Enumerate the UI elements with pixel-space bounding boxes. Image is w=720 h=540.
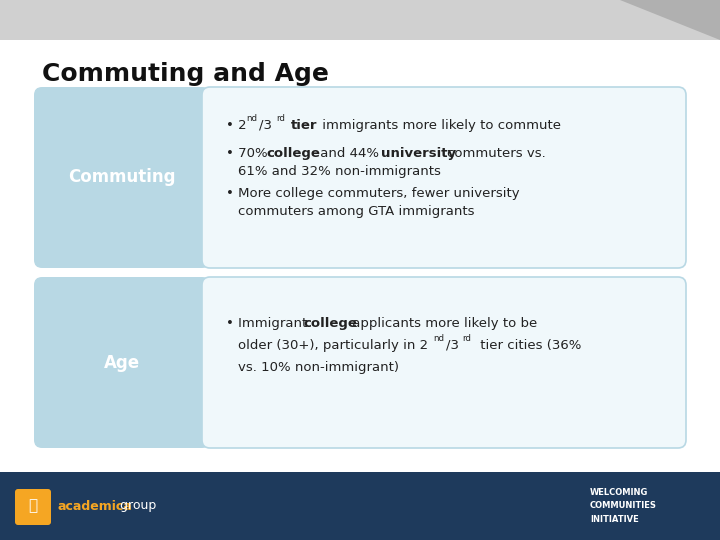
Text: 61% and 32% non-immigrants: 61% and 32% non-immigrants xyxy=(238,165,441,178)
FancyBboxPatch shape xyxy=(0,0,720,40)
Text: Commuting: Commuting xyxy=(68,168,176,186)
Text: immigrants more likely to commute: immigrants more likely to commute xyxy=(318,119,561,132)
Text: • Immigrant: • Immigrant xyxy=(226,317,312,330)
Text: college: college xyxy=(303,317,357,330)
FancyBboxPatch shape xyxy=(202,277,686,448)
Polygon shape xyxy=(620,0,720,40)
Text: Commuting and Age: Commuting and Age xyxy=(42,62,329,86)
Text: nd: nd xyxy=(246,114,257,123)
Text: applicants more likely to be: applicants more likely to be xyxy=(348,317,537,330)
Text: Age: Age xyxy=(104,354,140,372)
Text: and 44%: and 44% xyxy=(316,147,383,160)
Text: college: college xyxy=(266,147,320,160)
Text: university: university xyxy=(381,147,456,160)
FancyBboxPatch shape xyxy=(0,472,720,540)
Text: • 2: • 2 xyxy=(226,119,247,132)
Text: older (30+), particularly in 2: older (30+), particularly in 2 xyxy=(238,339,428,352)
FancyBboxPatch shape xyxy=(0,0,720,480)
Text: WELCOMING
COMMUNITIES
INITIATIVE: WELCOMING COMMUNITIES INITIATIVE xyxy=(590,488,657,524)
FancyBboxPatch shape xyxy=(34,87,210,268)
Text: group: group xyxy=(116,500,156,512)
FancyBboxPatch shape xyxy=(202,87,686,268)
Text: /3: /3 xyxy=(259,119,272,132)
Text: ⓐ: ⓐ xyxy=(28,498,37,514)
Text: academica: academica xyxy=(58,500,132,512)
FancyBboxPatch shape xyxy=(15,489,51,525)
Text: rd: rd xyxy=(462,334,471,343)
Text: nd: nd xyxy=(433,334,444,343)
Text: /3: /3 xyxy=(446,339,459,352)
Text: • More college commuters, fewer university: • More college commuters, fewer universi… xyxy=(226,187,520,200)
Text: commuters vs.: commuters vs. xyxy=(447,147,546,160)
Text: vs. 10% non-immigrant): vs. 10% non-immigrant) xyxy=(238,361,399,374)
Text: rd: rd xyxy=(276,114,285,123)
Text: commuters among GTA immigrants: commuters among GTA immigrants xyxy=(238,205,474,218)
Text: tier cities (36%: tier cities (36% xyxy=(476,339,581,352)
FancyBboxPatch shape xyxy=(34,277,210,448)
Text: tier: tier xyxy=(291,119,318,132)
Text: • 70%: • 70% xyxy=(226,147,272,160)
